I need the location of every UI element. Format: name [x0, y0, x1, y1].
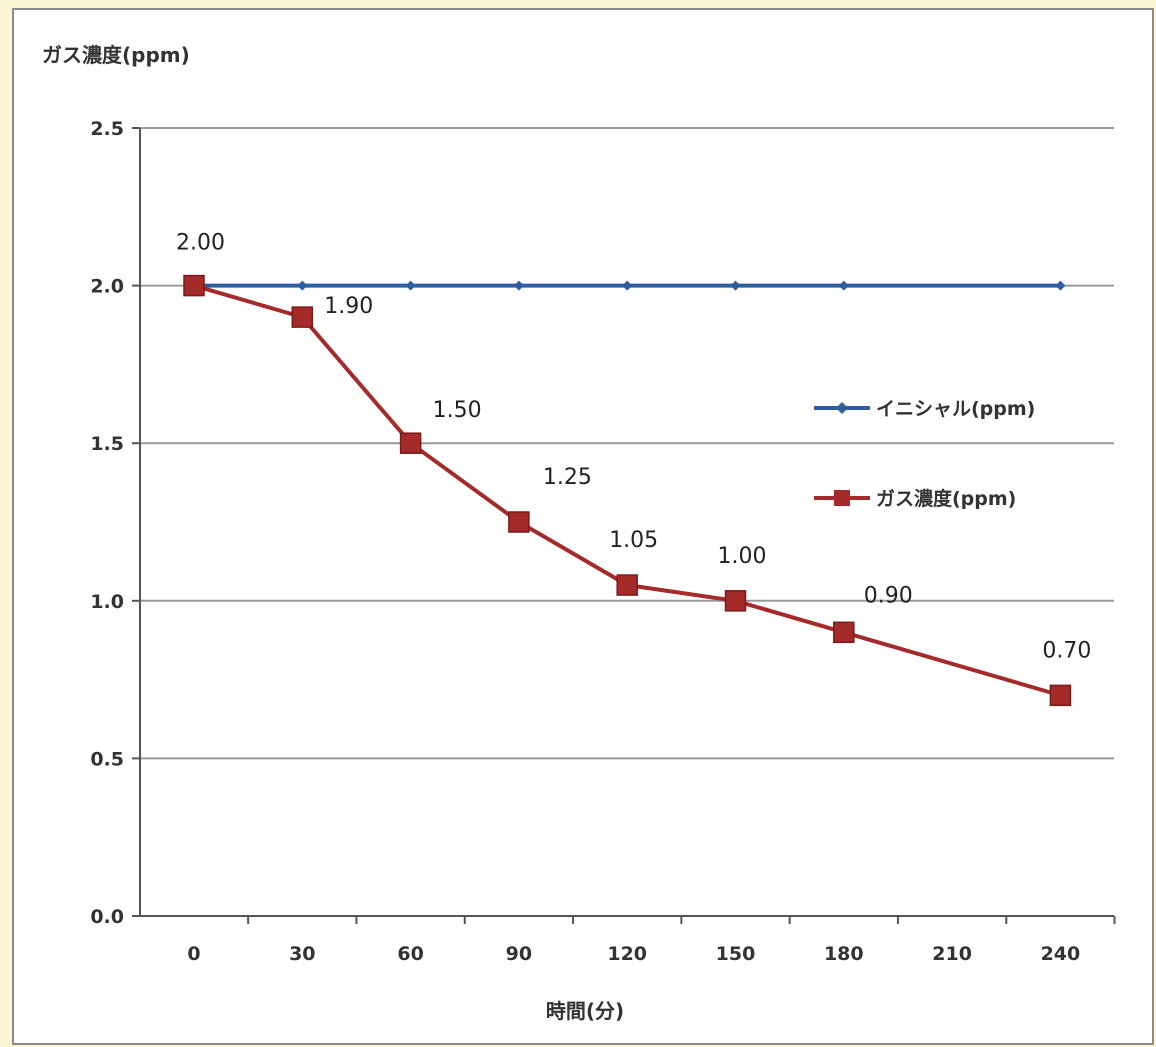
- legend-item: ガス濃度(ppm): [814, 487, 1016, 510]
- series-line: [193, 283, 1061, 698]
- data-labels: 2.00 1.90 1.50 1.25 1.05 1.00 0.90 0.70: [176, 231, 1091, 664]
- y-tick-label: 0.0: [90, 906, 124, 928]
- legend-label: イニシャル(ppm): [876, 398, 1035, 420]
- chart-frame: 0.0 0.5 1.0 1.5 2.0 2.5 0 30 60 90 120 150 180 210 240…: [12, 8, 1154, 1045]
- data-point: [616, 574, 638, 596]
- data-point: [833, 621, 855, 644]
- y-tick-label: 2.5: [90, 118, 124, 140]
- gridlines: [140, 127, 1114, 760]
- data-point: [838, 280, 849, 291]
- data-point: [405, 280, 416, 291]
- x-tick-label: 240: [1041, 943, 1081, 965]
- data-label: 2.00: [176, 231, 225, 256]
- y-tick-label: 1.5: [90, 433, 124, 455]
- y-tick-label: 0.5: [90, 748, 124, 770]
- legend-label: ガス濃度(ppm): [876, 487, 1016, 510]
- legend-item: イニシャル(ppm): [814, 398, 1035, 420]
- data-point: [724, 590, 747, 612]
- legend-marker: [834, 490, 850, 506]
- data-point: [1049, 684, 1072, 707]
- x-tick-label: 90: [506, 943, 532, 965]
- data-point: [730, 280, 741, 291]
- data-point: [399, 432, 422, 454]
- data-point: [513, 280, 524, 291]
- series: [183, 274, 1072, 707]
- x-tick-label: 210: [932, 943, 972, 965]
- data-label: 1.25: [543, 465, 592, 490]
- x-tick-label: 60: [397, 943, 423, 965]
- data-point: [508, 511, 530, 533]
- x-tick-label: 120: [607, 943, 647, 965]
- data-point: [297, 280, 308, 291]
- y-tick-label: 2.0: [90, 276, 124, 298]
- x-axis-title: 時間(分): [546, 999, 624, 1023]
- data-label: 1.05: [609, 528, 658, 553]
- series-initial: [189, 280, 1066, 291]
- x-tick-label: 180: [824, 943, 864, 965]
- data-point: [1055, 280, 1066, 291]
- data-label: 1.50: [433, 398, 482, 423]
- data-point: [622, 280, 633, 291]
- data-label: 0.90: [864, 583, 913, 608]
- data-label: 1.00: [718, 544, 767, 569]
- y-tick-label: 1.0: [90, 591, 124, 613]
- axes: 0.0 0.5 1.0 1.5 2.0 2.5 0 30 60 90 120 150 180 210 240: [90, 118, 1116, 965]
- x-tick-label: 150: [716, 943, 756, 965]
- series-gas-concentration: [183, 274, 1072, 707]
- x-tick-label: 30: [289, 943, 315, 965]
- y-axis-title: ガス濃度(ppm): [42, 43, 190, 67]
- data-label: 1.90: [324, 294, 373, 319]
- x-tick-label: 0: [187, 943, 200, 965]
- data-point: [183, 274, 205, 297]
- legend: イニシャル(ppm) ガス濃度(ppm): [814, 398, 1035, 510]
- line-chart: 0.0 0.5 1.0 1.5 2.0 2.5 0 30 60 90 120 150 180 210 240…: [42, 43, 1116, 1023]
- legend-marker: [836, 402, 848, 414]
- data-label: 0.70: [1042, 638, 1091, 663]
- data-point: [291, 306, 314, 328]
